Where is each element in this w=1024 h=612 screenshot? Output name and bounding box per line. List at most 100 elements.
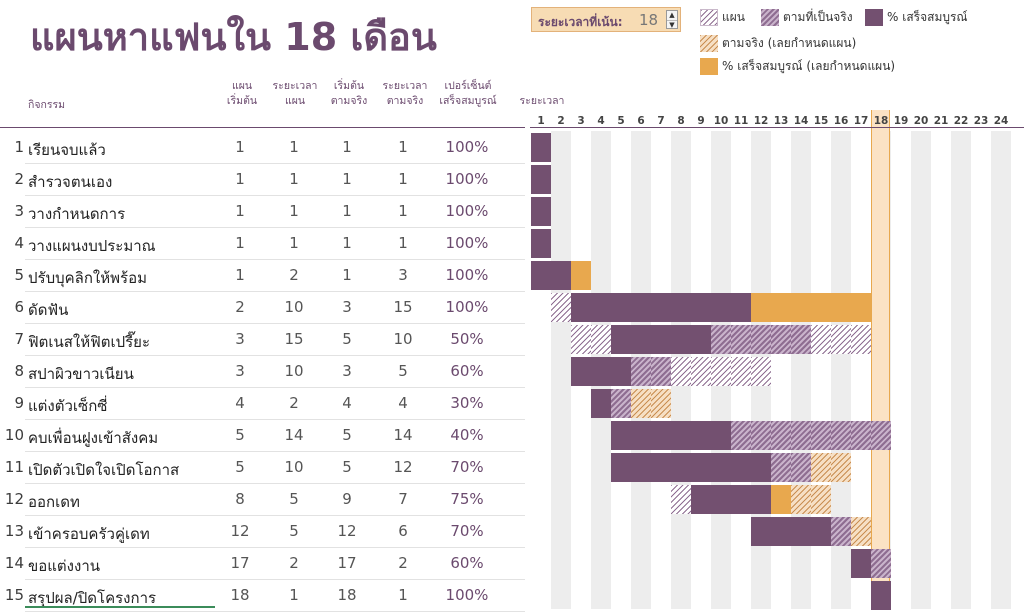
table-row[interactable]: 11 เปิดตัวเปิดใจเปิดโอกาส 5 10 5 12 70% — [0, 452, 525, 484]
cell-percent-complete[interactable]: 70% — [450, 458, 484, 476]
table-row[interactable]: 8 สปาผิวขาวเนียน 3 10 3 5 60% — [0, 356, 525, 388]
activity-name[interactable]: สรุปผล/ปิดโครงการ — [28, 589, 157, 607]
cell-actual-duration[interactable]: 10 — [393, 330, 413, 348]
cell-actual-start[interactable]: 1 — [342, 170, 352, 188]
table-row[interactable]: 9 แต่งตัวเซ็กซี่ 4 2 4 4 30% — [0, 388, 525, 420]
cell-actual-start[interactable]: 1 — [342, 202, 352, 220]
activity-name[interactable]: ปรับบุคลิกให้พร้อม — [28, 269, 147, 287]
cell-actual-start[interactable]: 1 — [342, 234, 352, 252]
cell-plan-duration[interactable]: 10 — [284, 458, 304, 476]
cell-actual-duration[interactable]: 2 — [398, 554, 408, 572]
cell-percent-complete[interactable]: 100% — [445, 138, 489, 156]
table-row[interactable]: 2 สำรวจตนเอง 1 1 1 1 100% — [0, 164, 525, 196]
cell-actual-start[interactable]: 4 — [342, 394, 352, 412]
cell-percent-complete[interactable]: 100% — [445, 234, 489, 252]
cell-percent-complete[interactable]: 100% — [445, 202, 489, 220]
cell-percent-complete[interactable]: 100% — [445, 586, 489, 604]
table-row[interactable]: 4 วางแผนงบประมาณ 1 1 1 1 100% — [0, 228, 525, 260]
activity-name[interactable]: เปิดตัวเปิดใจเปิดโอกาส — [28, 461, 180, 479]
cell-actual-duration[interactable]: 1 — [398, 234, 408, 252]
activity-name[interactable]: ขอแต่งงาน — [28, 557, 100, 575]
activity-name[interactable]: คบเพื่อนฝูงเข้าสังคม — [28, 429, 159, 447]
activity-name[interactable]: เข้าครอบครัวคู่เดท — [28, 525, 150, 543]
cell-percent-complete[interactable]: 100% — [445, 170, 489, 188]
cell-percent-complete[interactable]: 60% — [450, 554, 484, 572]
cell-plan-start[interactable]: 3 — [235, 362, 245, 380]
cell-plan-start[interactable]: 12 — [230, 522, 250, 540]
activity-name[interactable]: ฟิตเนสให้ฟิตเปรี๊ยะ — [28, 333, 151, 351]
cell-actual-duration[interactable]: 12 — [393, 458, 413, 476]
cell-plan-start[interactable]: 1 — [235, 170, 245, 188]
highlight-period-input[interactable]: 18 — [639, 11, 659, 29]
cell-percent-complete[interactable]: 50% — [450, 330, 484, 348]
cell-actual-start[interactable]: 1 — [342, 266, 352, 284]
cell-plan-duration[interactable]: 10 — [284, 298, 304, 316]
cell-actual-duration[interactable]: 15 — [393, 298, 413, 316]
cell-plan-start[interactable]: 4 — [235, 394, 245, 412]
cell-plan-start[interactable]: 5 — [235, 458, 245, 476]
cell-actual-duration[interactable]: 14 — [393, 426, 413, 444]
table-row[interactable]: 13 เข้าครอบครัวคู่เดท 12 5 12 6 70% — [0, 516, 525, 548]
cell-actual-start[interactable]: 9 — [342, 490, 352, 508]
cell-actual-duration[interactable]: 1 — [398, 138, 408, 156]
cell-actual-duration[interactable]: 7 — [398, 490, 408, 508]
cell-plan-start[interactable]: 18 — [230, 586, 250, 604]
cell-plan-start[interactable]: 1 — [235, 138, 245, 156]
activity-name[interactable]: แต่งตัวเซ็กซี่ — [28, 397, 108, 415]
cell-actual-duration[interactable]: 3 — [398, 266, 408, 284]
cell-percent-complete[interactable]: 100% — [445, 266, 489, 284]
cell-plan-duration[interactable]: 5 — [289, 490, 299, 508]
cell-plan-start[interactable]: 5 — [235, 426, 245, 444]
cell-actual-start[interactable]: 5 — [342, 330, 352, 348]
cell-actual-duration[interactable]: 5 — [398, 362, 408, 380]
cell-actual-duration[interactable]: 1 — [398, 170, 408, 188]
activity-name[interactable]: วางกำหนดการ — [28, 205, 126, 223]
table-row[interactable]: 10 คบเพื่อนฝูงเข้าสังคม 5 14 5 14 40% — [0, 420, 525, 452]
cell-plan-duration[interactable]: 1 — [289, 234, 299, 252]
cell-plan-duration[interactable]: 2 — [289, 554, 299, 572]
cell-plan-duration[interactable]: 1 — [289, 586, 299, 604]
table-row[interactable]: 3 วางกำหนดการ 1 1 1 1 100% — [0, 196, 525, 228]
cell-plan-start[interactable]: 1 — [235, 234, 245, 252]
cell-plan-start[interactable]: 17 — [230, 554, 250, 572]
cell-plan-duration[interactable]: 1 — [289, 138, 299, 156]
activity-name[interactable]: สำรวจตนเอง — [28, 173, 113, 191]
cell-plan-start[interactable]: 2 — [235, 298, 245, 316]
cell-actual-start[interactable]: 5 — [342, 458, 352, 476]
table-row[interactable]: 7 ฟิตเนสให้ฟิตเปรี๊ยะ 3 15 5 10 50% — [0, 324, 525, 356]
cell-actual-start[interactable]: 17 — [337, 554, 357, 572]
cell-plan-start[interactable]: 1 — [235, 266, 245, 284]
cell-actual-duration[interactable]: 1 — [398, 586, 408, 604]
cell-percent-complete[interactable]: 30% — [450, 394, 484, 412]
cell-actual-duration[interactable]: 6 — [398, 522, 408, 540]
cell-plan-duration[interactable]: 10 — [284, 362, 304, 380]
period-spinner[interactable]: ▲ ▼ — [666, 10, 678, 29]
cell-plan-duration[interactable]: 2 — [289, 266, 299, 284]
cell-percent-complete[interactable]: 70% — [450, 522, 484, 540]
spin-up-icon[interactable]: ▲ — [667, 11, 677, 21]
activity-name[interactable]: สปาผิวขาวเนียน — [28, 365, 134, 383]
table-row[interactable]: 15 สรุปผล/ปิดโครงการ 18 1 18 1 100% — [0, 580, 525, 612]
table-row[interactable]: 12 ออกเดท 8 5 9 7 75% — [0, 484, 525, 516]
cell-actual-start[interactable]: 1 — [342, 138, 352, 156]
cell-plan-start[interactable]: 1 — [235, 202, 245, 220]
cell-actual-start[interactable]: 3 — [342, 298, 352, 316]
cell-actual-start[interactable]: 18 — [337, 586, 357, 604]
cell-plan-duration[interactable]: 1 — [289, 170, 299, 188]
table-row[interactable]: 6 ดัดฟัน 2 10 3 15 100% — [0, 292, 525, 324]
cell-plan-duration[interactable]: 14 — [284, 426, 304, 444]
spin-down-icon[interactable]: ▼ — [669, 21, 675, 29]
activity-name[interactable]: ออกเดท — [28, 493, 80, 511]
activity-name[interactable]: เรียนจบแล้ว — [28, 141, 106, 159]
table-row[interactable]: 5 ปรับบุคลิกให้พร้อม 1 2 1 3 100% — [0, 260, 525, 292]
cell-percent-complete[interactable]: 40% — [450, 426, 484, 444]
cell-actual-duration[interactable]: 4 — [398, 394, 408, 412]
cell-percent-complete[interactable]: 60% — [450, 362, 484, 380]
cell-plan-duration[interactable]: 5 — [289, 522, 299, 540]
table-row[interactable]: 14 ขอแต่งงาน 17 2 17 2 60% — [0, 548, 525, 580]
cell-plan-duration[interactable]: 1 — [289, 202, 299, 220]
cell-percent-complete[interactable]: 75% — [450, 490, 484, 508]
cell-plan-start[interactable]: 8 — [235, 490, 245, 508]
activity-name[interactable]: วางแผนงบประมาณ — [28, 237, 156, 255]
cell-actual-start[interactable]: 5 — [342, 426, 352, 444]
